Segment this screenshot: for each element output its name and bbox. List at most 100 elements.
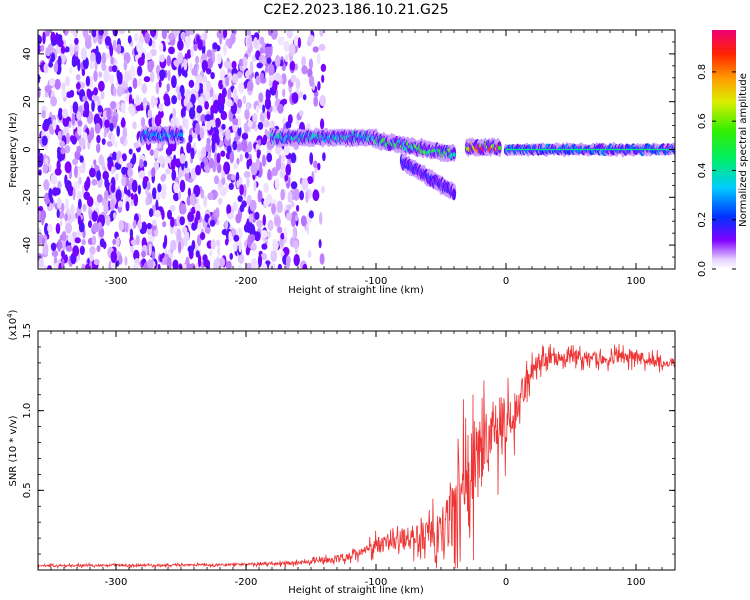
heatmap-cell (204, 100, 210, 110)
heatmap-cell (182, 226, 188, 234)
heatmap-cell (194, 80, 200, 93)
colorbar: 0.0 0.2 0.4 0.6 0.8 Normalized spectral ampl… (697, 30, 749, 277)
heatmap-cell (214, 117, 221, 128)
heatmap-cell (217, 244, 221, 257)
heatmap-cell (299, 110, 304, 117)
x-tick-label: 100 (626, 276, 645, 287)
heatmap-cell (177, 39, 184, 51)
heatmap-cell (233, 162, 239, 170)
heatmap-cell (289, 60, 296, 71)
heatmap-cell (238, 264, 242, 269)
heatmap-cell (118, 254, 122, 265)
heatmap-cell (108, 74, 114, 84)
heatmap-cell (178, 263, 183, 269)
heatmap-cell (158, 42, 164, 53)
heatmap-cell (128, 86, 133, 93)
heatmap-cell (125, 222, 129, 233)
heatmap-cell (135, 105, 142, 112)
heatmap-cell (54, 78, 61, 90)
heatmap-cell (132, 77, 138, 89)
heatmap-cell (86, 88, 91, 96)
heatmap-cell (161, 30, 167, 40)
heatmap-cell (101, 52, 107, 65)
heatmap-cell (293, 254, 300, 267)
heatmap-cell (202, 81, 207, 94)
heatmap-cell (62, 231, 67, 242)
heatmap-cell (178, 241, 182, 254)
x-tick-label: -300 (105, 276, 128, 287)
heatmap-cell (132, 262, 139, 269)
heatmap-cell (129, 228, 134, 238)
heatmap-cell (245, 101, 251, 111)
heatmap-cell (283, 227, 288, 240)
heatmap-cell (295, 78, 301, 90)
heatmap-cell (256, 149, 261, 160)
heatmap-cell (159, 54, 165, 63)
heatmap-cell (306, 223, 310, 235)
heatmap-cell (228, 230, 233, 243)
heatmap-cell (151, 39, 156, 49)
heatmap-cell (263, 111, 268, 119)
heatmap-cell (452, 152, 456, 158)
heatmap-cell (235, 213, 242, 224)
heatmap-cell (223, 30, 228, 39)
heatmap-cell (153, 147, 159, 159)
heatmap-cell (143, 103, 147, 111)
snr-series-line (38, 343, 675, 570)
heatmap-cell (72, 101, 79, 114)
heatmap-cell (305, 190, 309, 204)
heatmap-cell (137, 65, 143, 77)
heatmap-cell (264, 46, 272, 55)
heatmap-cell (210, 239, 216, 250)
heatmap-cell (216, 53, 222, 65)
heatmap-cell (106, 140, 113, 147)
heatmap-cell (156, 191, 161, 199)
heatmap-cell (266, 57, 272, 64)
heatmap-cell (195, 122, 201, 136)
heatmap-cell (294, 248, 298, 254)
heatmap-cell (187, 211, 195, 222)
heatmap-cell (75, 74, 81, 81)
heatmap-cell (44, 91, 49, 98)
heatmap-cell (272, 238, 279, 252)
heatmap-cell (67, 185, 74, 197)
heatmap-cell (190, 46, 194, 58)
heatmap-cell (88, 220, 92, 229)
heatmap-cell (108, 65, 113, 73)
heatmap-cell (147, 109, 153, 120)
heatmap-cell (145, 188, 149, 196)
heatmap-cell (195, 164, 202, 176)
heatmap-cell (91, 179, 98, 186)
heatmap-cell (140, 117, 146, 128)
heatmap-cell (42, 163, 49, 174)
heatmap-cell (224, 220, 229, 230)
heatmap-cell (246, 218, 250, 229)
heatmap-cell (282, 88, 286, 98)
heatmap-cell (497, 145, 502, 151)
heatmap-cell (268, 262, 276, 269)
heatmap-cell (307, 176, 314, 185)
heatmap-cell (319, 212, 323, 225)
heatmap-cell (110, 56, 115, 65)
heatmap-cell (133, 193, 139, 207)
heatmap-cell (291, 201, 295, 208)
heatmap-cell (226, 260, 232, 269)
heatmap-cell (42, 31, 46, 45)
heatmap-cell (254, 211, 260, 220)
snr-multiplier: (x104) (6, 309, 19, 340)
heatmap-cell (89, 167, 96, 178)
heatmap-cell (112, 30, 119, 37)
heatmap-cell (69, 89, 75, 98)
heatmap-cell (69, 104, 73, 117)
heatmap-cell (61, 250, 65, 258)
y-tick-label: 1.5 (22, 323, 33, 339)
heatmap-cell (228, 182, 234, 190)
colorbar-tick-label: 0.0 (697, 261, 708, 277)
heatmap-cell (207, 150, 212, 161)
heatmap-cell (180, 31, 186, 40)
heatmap-cell (242, 95, 247, 104)
heatmap-cell (166, 55, 172, 67)
heatmap-cell (227, 212, 234, 220)
heatmap-cell (223, 43, 228, 56)
heatmap-cells (38, 30, 675, 269)
